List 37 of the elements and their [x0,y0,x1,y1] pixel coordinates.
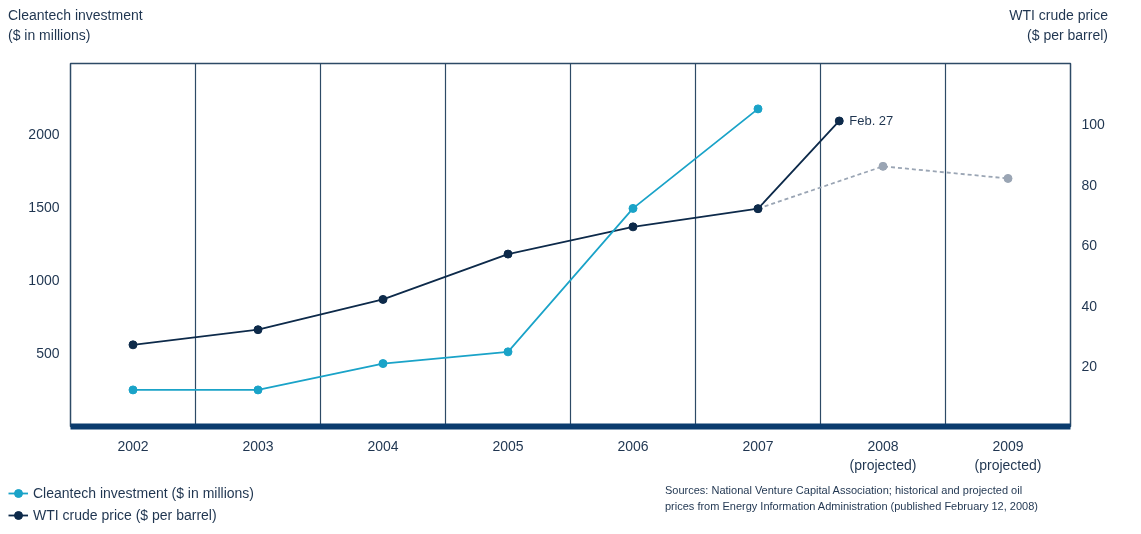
point [628,203,638,213]
source-note: Sources: National Venture Capital Association; historical and projected oil prices from Energy Information Administration (published February 12, 2008) [665,483,1038,514]
point [378,294,388,304]
y2-tick-label: 80 [1081,176,1098,193]
point [253,325,263,335]
y-axis-title: Cleantech investment ($ in millions) [8,6,143,45]
x-tick-label: 2009 (projected) [974,437,1042,473]
y-tick-label: 500 [36,345,60,362]
y-tick-label: 1500 [28,198,60,215]
legend-label: WTI crude price ($ per barrel) [33,507,217,523]
x-tick-label: 2007 [742,437,774,454]
point [878,161,888,171]
y2-tick-label: 40 [1081,297,1098,314]
point [378,359,388,369]
y-tick-label: 1000 [28,272,60,289]
x-tick-label: 2006 [617,437,649,454]
point [834,116,844,126]
x-tick-label: 2004 [367,437,399,454]
x-tick-label: 2008 (projected) [849,437,917,473]
point [503,347,513,357]
x-tick-label: 2003 [242,437,274,454]
legend-label: Cleantech investment ($ in millions) [33,485,254,501]
point [503,249,513,259]
point [128,340,138,350]
x-tick-label: 2002 [117,437,149,454]
point [1003,173,1013,183]
y2-tick-label: 100 [1081,116,1106,132]
y-tick-label: 2000 [28,125,60,142]
annotation: Feb. 27 [849,113,894,129]
point [128,385,138,395]
point [753,104,763,114]
point [253,385,263,395]
y2-tick-label: 20 [1081,358,1098,374]
y2-tick-label: 60 [1081,237,1098,253]
y2-axis-title: WTI crude price ($ per barrel) [1009,6,1108,45]
x-tick-label: 2005 [492,437,524,454]
point [628,222,638,232]
